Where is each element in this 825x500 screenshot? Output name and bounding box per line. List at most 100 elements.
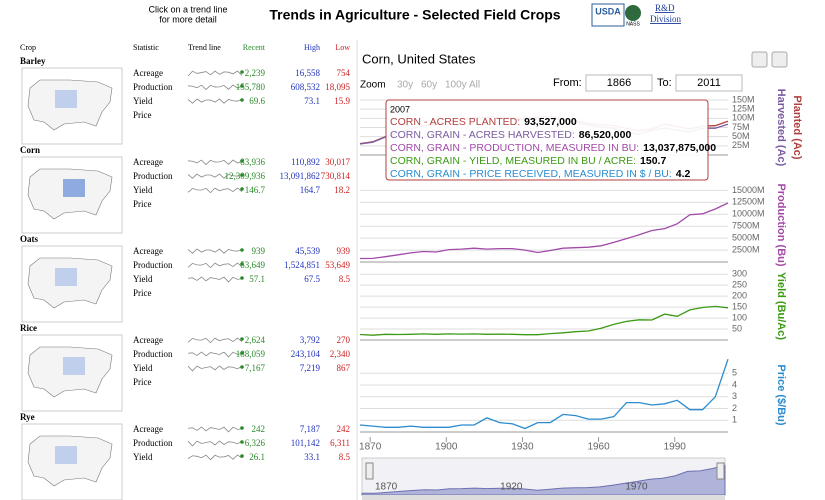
division-link[interactable]: Division (650, 14, 682, 24)
stat-value: 73.1 (304, 96, 320, 106)
to-value: 2011 (697, 77, 721, 89)
statistic-label: Yield (133, 96, 153, 106)
column-header: Crop (20, 43, 36, 52)
y-tick-label: 50M (732, 131, 750, 141)
hint-text: Click on a trend line (148, 4, 227, 14)
tooltip-value: 93,527,000 (524, 116, 577, 128)
stat-value: 1,524,851 (284, 260, 320, 270)
usda-text: USDA (595, 6, 621, 16)
zoom-option[interactable]: All (469, 80, 480, 91)
stat-value: 7,167 (245, 363, 266, 373)
navigator-handle[interactable] (365, 462, 374, 480)
trend-dot (240, 262, 244, 266)
stat-value: 155,780 (236, 82, 266, 92)
y-tick-label: 100M (732, 113, 755, 123)
column-header: Statistic (133, 43, 159, 52)
crop-name: Barley (20, 56, 46, 66)
nass-text: NASS (626, 21, 640, 27)
tooltip-label: CORN, GRAIN - PRICE RECEIVED, MEASURED I… (390, 168, 672, 180)
division-link[interactable]: R&D (655, 3, 675, 13)
to-input[interactable] (675, 74, 743, 92)
print-button[interactable] (751, 51, 768, 68)
zoom-label: Zoom (360, 80, 386, 91)
stat-value: 242 (252, 424, 266, 434)
tooltip-label: CORN, GRAIN - YIELD, MEASURED IN BU / AC… (390, 155, 636, 167)
stat-value: 13,091,862 (280, 171, 321, 181)
trend-line (187, 84, 243, 91)
trend-dot (240, 98, 244, 102)
stat-value: 164.7 (300, 185, 321, 195)
statistic-label: Production (133, 349, 173, 359)
tooltip-label: CORN, GRAIN - PRODUCTION, MEASURED IN BU… (390, 142, 639, 154)
crop-name: Corn (20, 145, 40, 155)
crop-name: Rice (20, 323, 37, 333)
trend-line (187, 426, 243, 433)
x-tick-label: 1900 (435, 442, 458, 453)
trend-line (187, 337, 243, 344)
navigator-handle[interactable] (716, 462, 725, 480)
y-tick-label: 150 (732, 301, 747, 311)
tooltip-line: CORN, GRAIN - ACRES HARVESTED: 86,520,000 (390, 129, 631, 141)
trend-line (187, 98, 243, 104)
stat-value: 26.1 (249, 452, 265, 462)
x-tick-label: 1870 (359, 442, 382, 453)
axis-title: Production (Bu) (775, 183, 787, 266)
stat-value: 53,649 (240, 260, 265, 270)
x-tick-label: 1990 (664, 442, 687, 453)
navigator-area (361, 464, 726, 496)
trend-line (187, 262, 243, 269)
axis-title: Yield (Bu/Ac) (775, 272, 787, 340)
zoom-option[interactable]: 100y (445, 80, 467, 91)
export-button[interactable] (771, 51, 788, 68)
stat-value: 242 (337, 424, 351, 434)
y-tick-label: 4 (732, 379, 737, 389)
y-tick-label: 12500M (732, 197, 765, 207)
tooltip-line: CORN, GRAIN - PRODUCTION, MEASURED IN BU… (390, 142, 716, 154)
y-tick-label: 5000M (732, 233, 760, 243)
trend-line (187, 187, 243, 194)
stat-value: 67.5 (304, 274, 320, 284)
y-tick-label: 300 (732, 269, 747, 279)
tooltip-line: CORN, GRAIN - YIELD, MEASURED IN BU / AC… (390, 155, 666, 167)
y-tick-label: 50 (732, 323, 742, 333)
trend-dot (240, 365, 244, 369)
stat-value: 30,017 (325, 157, 350, 167)
map-shading (55, 90, 77, 108)
statistic-label: Price (133, 377, 152, 387)
stat-value: 57.1 (249, 274, 265, 284)
column-header: High (304, 43, 320, 52)
trend-line (187, 159, 243, 166)
tooltip-line: CORN, GRAIN - PRICE RECEIVED, MEASURED I… (390, 168, 691, 180)
to-label: To: (657, 77, 672, 89)
map-shading (55, 268, 77, 286)
y-tick-label: 2 (732, 403, 737, 413)
usda-logo[interactable] (591, 3, 625, 27)
stat-value: 18.2 (334, 185, 350, 195)
y-tick-label: 10000M (732, 209, 765, 219)
trend-dot (240, 351, 244, 355)
y-tick-label: 5 (732, 368, 737, 378)
trend-line (187, 440, 243, 447)
series-line (359, 358, 729, 430)
trend-dot (240, 187, 244, 191)
from-input[interactable] (585, 74, 653, 92)
zoom-option[interactable]: 30y (397, 80, 413, 91)
stat-value: 7,187 (300, 424, 321, 434)
y-tick-label: 250 (732, 280, 747, 290)
stat-value: 110,892 (291, 157, 320, 167)
statistic-label: Acreage (133, 246, 163, 256)
x-tick-label: 1930 (511, 442, 534, 453)
statistic-label: Production (133, 171, 173, 181)
y-tick-label: 150M (732, 94, 755, 104)
scrollbar (362, 495, 725, 500)
stat-value: 270 (337, 335, 351, 345)
zoom-option[interactable]: 60y (421, 80, 437, 91)
trend-line (187, 173, 243, 179)
navigator-tick: 1920 (500, 482, 523, 493)
y-tick-label: 100 (732, 312, 747, 322)
statistic-label: Price (133, 199, 152, 209)
nass-logo[interactable] (625, 5, 641, 21)
statistic-label: Production (133, 260, 173, 270)
